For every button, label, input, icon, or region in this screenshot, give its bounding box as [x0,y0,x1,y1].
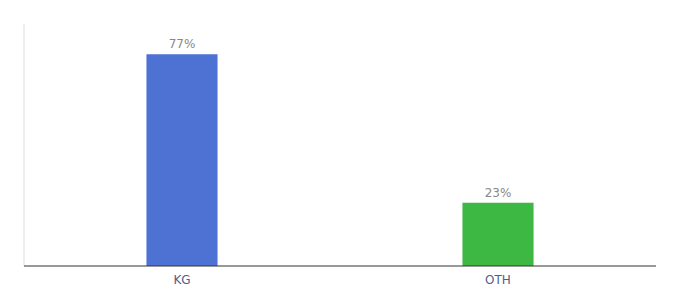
data-label: 23% [485,186,512,200]
x-tick-label: OTH [485,273,511,287]
bars [146,54,533,266]
bar [146,54,217,266]
y-axis-line [24,24,25,266]
chart-container: 77% 23% KG OTH [0,0,680,300]
chart-svg: 77% 23% KG OTH [0,0,680,300]
data-label: 77% [169,37,196,51]
bar [462,203,533,266]
x-tick-label: KG [173,273,190,287]
x-axis-line [24,266,656,267]
